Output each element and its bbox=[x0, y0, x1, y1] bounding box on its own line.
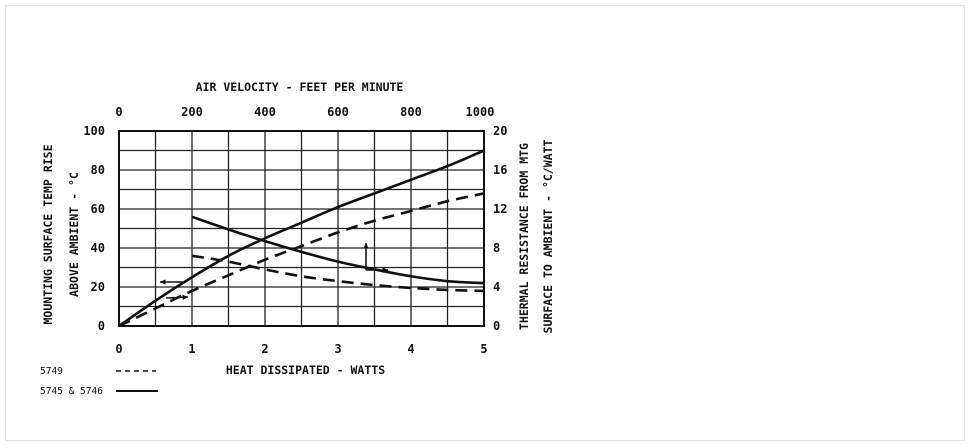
tick-labels: 0 1 2 3 4 50 200 400 600 800 100002040608010004812… bbox=[83, 105, 507, 356]
left-tick-label: 20 bbox=[91, 280, 105, 294]
top-tick-label: 0 bbox=[115, 105, 122, 119]
plot-border bbox=[118, 130, 485, 327]
arrow-right-indicator-head bbox=[182, 294, 188, 300]
bottom-axis-title: HEAT DISSIPATED - WATTS bbox=[226, 363, 385, 377]
arrow-left-indicator-head bbox=[160, 279, 166, 285]
legend: 5749 5745 & 5746 bbox=[40, 366, 158, 397]
left-tick-label: 100 bbox=[83, 124, 105, 138]
right-tick-label: 4 bbox=[493, 280, 500, 294]
right-axis-title-line1: THERMAL RESISTANCE FROM MTG bbox=[517, 143, 531, 330]
series-solid-top-axis-curve bbox=[191, 215, 485, 285]
right-tick-label: 16 bbox=[493, 163, 507, 177]
right-tick-label: 20 bbox=[493, 124, 507, 138]
right-tick-label: 0 bbox=[493, 319, 500, 333]
bottom-tick-label: 0 bbox=[115, 342, 122, 356]
right-tick-label: 8 bbox=[493, 241, 500, 255]
curves bbox=[118, 149, 485, 328]
legend-label-5745-5746: 5745 & 5746 bbox=[40, 386, 103, 397]
left-axis-title-line2: ABOVE AMBIENT - °C bbox=[67, 172, 81, 297]
right-tick-label: 12 bbox=[493, 202, 507, 216]
left-tick-label: 60 bbox=[91, 202, 105, 216]
bottom-tick-label: 4 bbox=[407, 342, 414, 356]
left-tick-label: 40 bbox=[91, 241, 105, 255]
legend-label-5749: 5749 bbox=[40, 366, 63, 377]
arrow-right-indicator-2-head bbox=[382, 267, 388, 273]
top-tick-label: 800 bbox=[400, 105, 422, 119]
bottom-tick-label: 3 bbox=[334, 342, 341, 356]
left-axis-title-line1: MOUNTING SURFACE TEMP RISE bbox=[41, 144, 55, 324]
top-axis-title: AIR VELOCITY - FEET PER MINUTE bbox=[196, 80, 404, 94]
top-tick-label: 1000 bbox=[466, 105, 495, 119]
arrow-up-indicator-head bbox=[363, 243, 369, 249]
top-tick-label: 200 bbox=[181, 105, 203, 119]
series-dashed-top-axis-curve bbox=[191, 254, 485, 293]
top-tick-label: 400 bbox=[254, 105, 276, 119]
top-tick-label: 600 bbox=[327, 105, 349, 119]
bottom-tick-label: 1 bbox=[188, 342, 195, 356]
series-dashed-bottom-axis-curve bbox=[118, 192, 485, 328]
right-axis-title-line2: SURFACE TO AMBIENT - °C/WATT bbox=[541, 140, 555, 334]
left-tick-label: 80 bbox=[91, 163, 105, 177]
bottom-tick-label: 2 bbox=[261, 342, 268, 356]
grid-lines bbox=[119, 131, 484, 326]
bottom-tick-label: 5 bbox=[480, 342, 487, 356]
left-tick-label: 0 bbox=[98, 319, 105, 333]
series-solid-bottom-axis-curve bbox=[118, 149, 485, 328]
